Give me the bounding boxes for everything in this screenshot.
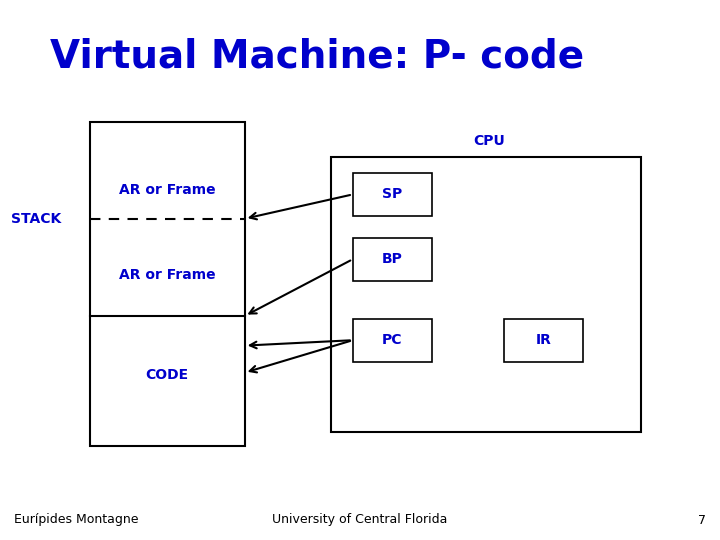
Text: Eurípides Montagne: Eurípides Montagne [14,514,139,526]
Text: STACK: STACK [11,212,61,226]
Bar [331,157,641,432]
Text: PC: PC [382,333,402,347]
Text: 7: 7 [698,514,706,526]
Bar [504,319,583,362]
Bar [90,122,245,446]
Bar [353,319,432,362]
Bar [353,173,432,216]
Text: AR or Frame: AR or Frame [119,183,215,197]
Text: IR: IR [536,333,552,347]
Text: SP: SP [382,187,402,201]
Bar [353,238,432,281]
Text: CPU: CPU [474,134,505,149]
Text: University of Central Florida: University of Central Florida [272,514,448,526]
Text: AR or Frame: AR or Frame [119,268,215,282]
Text: CODE: CODE [145,368,189,382]
Text: BP: BP [382,252,402,266]
Text: Virtual Machine: P- code: Virtual Machine: P- code [50,38,585,76]
